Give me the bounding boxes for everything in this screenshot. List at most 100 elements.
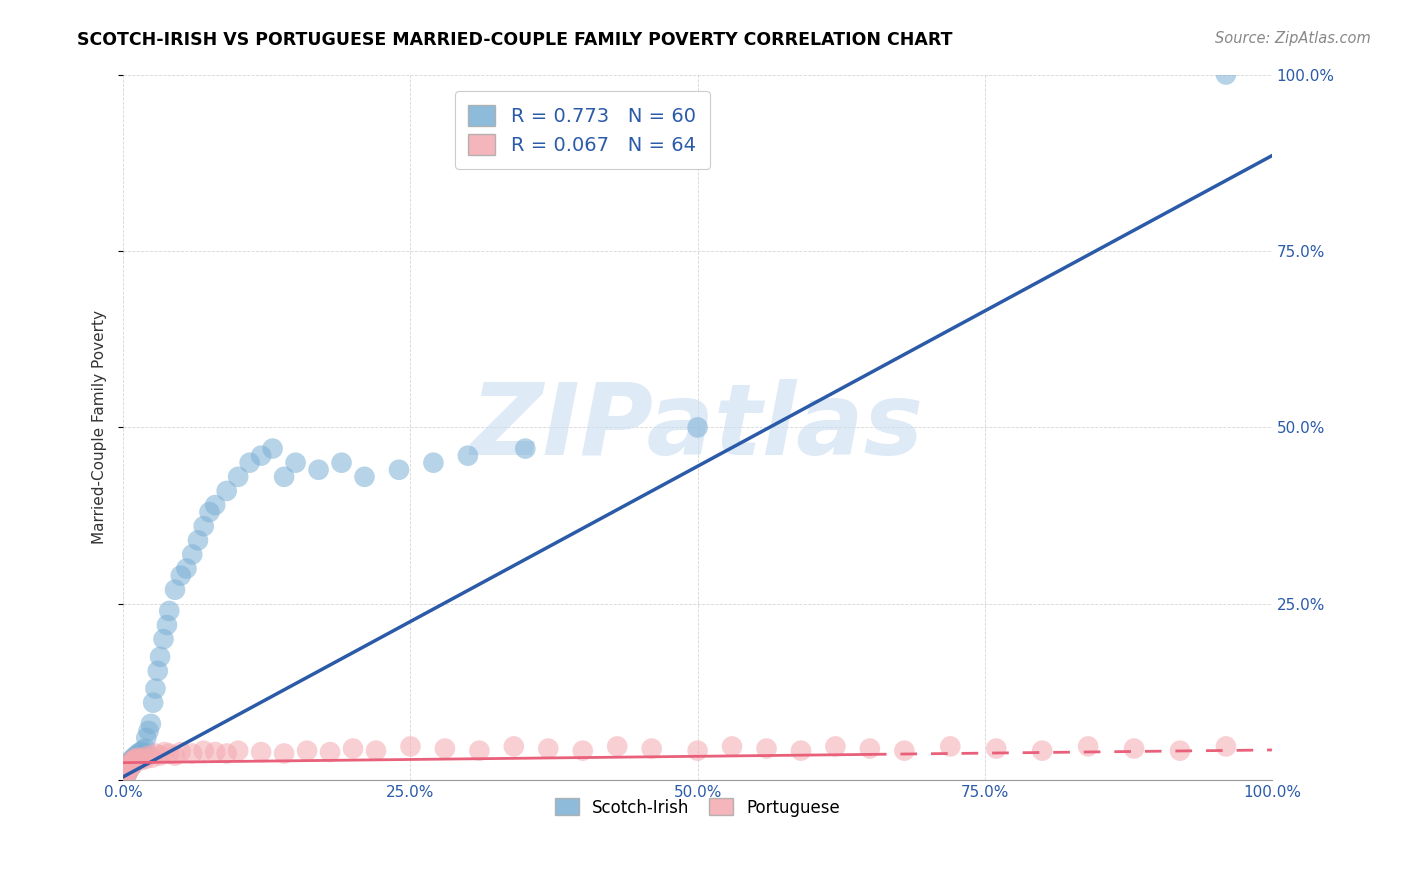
Point [353,470,375,484]
Point [319,745,342,759]
Point [115,763,138,777]
Point [433,741,456,756]
Point [153,745,176,759]
Point [114,764,136,779]
Point [273,470,295,484]
Point [120,761,142,775]
Point [364,744,387,758]
Point [131,748,153,763]
Point [120,756,142,770]
Point [308,463,330,477]
Point [122,756,145,770]
Point [388,463,411,477]
Point [824,739,846,754]
Point [129,754,152,768]
Point [124,754,146,768]
Point [149,748,172,763]
Point [295,744,318,758]
Point [181,747,204,761]
Point [986,741,1008,756]
Point [121,757,143,772]
Point [138,723,160,738]
Point [422,456,444,470]
Point [1168,744,1191,758]
Point [125,748,148,763]
Point [115,763,138,777]
Point [187,533,209,548]
Point [226,744,249,758]
Point [122,756,145,770]
Point [121,754,143,768]
Point [457,449,479,463]
Point [124,752,146,766]
Point [170,568,193,582]
Point [156,618,179,632]
Point [145,747,167,761]
Text: Source: ZipAtlas.com: Source: ZipAtlas.com [1215,31,1371,46]
Point [686,744,709,758]
Point [262,442,284,456]
Y-axis label: Married-Couple Family Poverty: Married-Couple Family Poverty [93,310,107,544]
Point [117,764,139,779]
Point [893,744,915,758]
Point [120,756,142,770]
Point [118,757,141,772]
Point [120,759,142,773]
Point [790,744,813,758]
Point [127,747,149,761]
Point [118,763,141,777]
Point [132,747,155,761]
Point [181,548,204,562]
Point [1215,68,1237,82]
Point [686,420,709,434]
Point [204,498,226,512]
Point [198,505,221,519]
Point [120,761,142,775]
Point [284,456,307,470]
Point [118,763,141,777]
Point [125,754,148,768]
Point [755,741,778,756]
Point [215,747,238,761]
Point [121,752,143,766]
Point [468,744,491,758]
Point [157,604,180,618]
Point [215,483,238,498]
Point [1123,741,1146,756]
Point [859,741,882,756]
Point [721,739,744,754]
Point [114,770,136,784]
Point [117,764,139,779]
Point [515,442,537,456]
Point [134,752,156,766]
Point [115,767,138,781]
Point [250,449,273,463]
Point [502,739,524,754]
Point [138,748,160,763]
Point [146,664,169,678]
Point [170,745,193,759]
Point [399,739,422,754]
Point [127,750,149,764]
Point [1031,744,1053,758]
Point [120,757,142,772]
Point [139,716,162,731]
Point [157,747,180,761]
Point [163,748,186,763]
Point [239,456,262,470]
Point [117,761,139,775]
Point [226,470,249,484]
Point [115,766,138,780]
Point [163,582,186,597]
Point [145,681,167,696]
Point [118,759,141,773]
Legend: Scotch-Irish, Portuguese: Scotch-Irish, Portuguese [547,790,848,825]
Point [330,456,353,470]
Point [132,744,155,758]
Point [606,739,628,754]
Point [250,745,273,759]
Text: SCOTCH-IRISH VS PORTUGUESE MARRIED-COUPLE FAMILY POVERTY CORRELATION CHART: SCOTCH-IRISH VS PORTUGUESE MARRIED-COUPL… [77,31,953,49]
Point [193,744,215,758]
Point [141,750,163,764]
Point [571,744,593,758]
